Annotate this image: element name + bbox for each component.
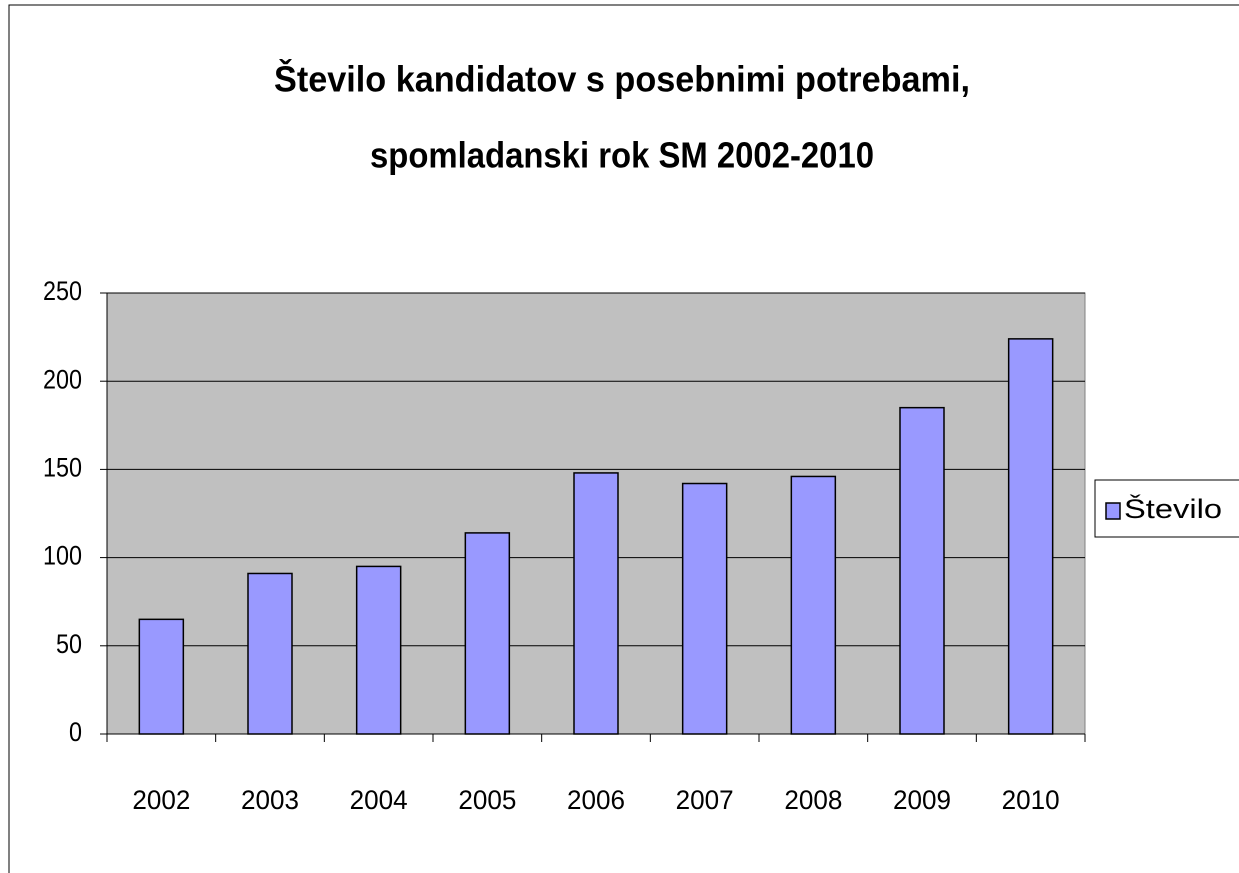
x-tick-label: 2010 [1002,785,1060,815]
bar [1007,338,1054,735]
x-tick-label: 2003 [241,785,299,815]
bar [138,618,185,735]
x-tick-label: 2007 [676,785,734,815]
bar [355,565,402,735]
chart-title: spomladanski rok SM 2002-2010 [370,135,874,176]
bar [899,406,945,735]
x-tick-label: 2004 [350,785,408,815]
bar [573,472,619,735]
bar [247,572,293,735]
y-tick-label: 100 [43,541,82,571]
x-tick-label: 2008 [784,785,842,815]
bar [681,482,728,735]
x-tick-label: 2002 [132,785,190,815]
chart-title: Število kandidatov s posebnimi potrebami… [274,58,970,100]
y-tick-label: 0 [69,717,82,747]
y-tick-label: 200 [43,364,82,394]
x-tick-label: 2006 [567,785,625,815]
bar [464,532,511,735]
bar [790,475,837,735]
y-tick-label: 150 [43,453,82,483]
y-tick-label: 250 [43,276,82,306]
legend-label: Število [1124,493,1222,524]
y-tick-label: 50 [56,629,82,659]
x-tick-label: 2009 [893,785,951,815]
x-tick-label: 2005 [458,785,516,815]
legend-swatch [1105,502,1121,520]
